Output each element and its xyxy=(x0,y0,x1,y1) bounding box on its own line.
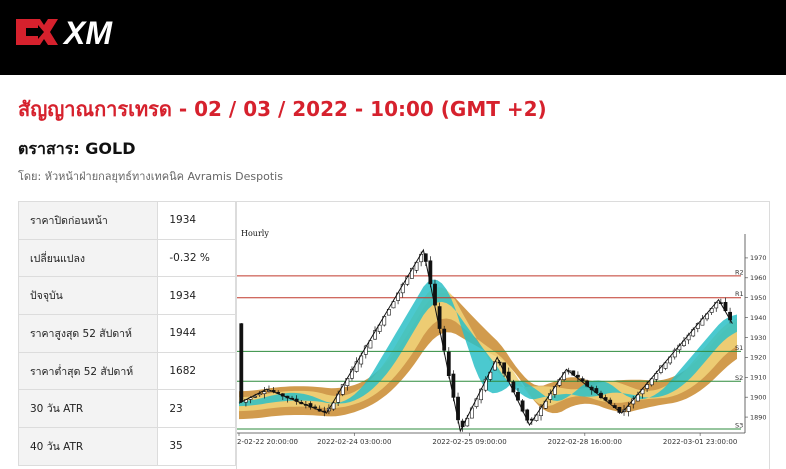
x-tick-label: 2-02-22 20:00:00 xyxy=(237,438,298,446)
level-label-r2: R2 xyxy=(735,268,744,276)
candle-body xyxy=(626,406,631,412)
level-label-s2: S2 xyxy=(735,374,743,382)
stats-table: ราคาปิดก่อนหน้า 1934 เปลี่ยนแปลง -0.32 % ป… xyxy=(17,201,236,466)
xm-logo[interactable]: XM xyxy=(14,15,134,49)
x-axis: 2-02-22 20:00:00 2022-02-24 03:00:00 2022-… xyxy=(237,432,745,446)
stat-value: 1682 xyxy=(157,351,236,391)
candle-body xyxy=(257,393,262,396)
level-label-r1: R1 xyxy=(735,290,744,298)
stat-label: ราคาต่ำสุด 52 สัปดาห์ xyxy=(17,351,159,391)
candle-body xyxy=(377,324,382,332)
stat-value: 35 xyxy=(157,427,236,466)
y-tick-label: 1910 xyxy=(750,374,767,382)
candle-body xyxy=(483,378,488,391)
x-tick-label: 2022-02-25 09:00:00 xyxy=(432,438,506,446)
candle-body xyxy=(663,362,668,369)
page-title: สัญญาณการเทรด - 02 / 03 / 2022 - 10:00 (… xyxy=(18,97,547,121)
brand-header: XM xyxy=(0,0,786,75)
candle-body xyxy=(262,391,267,394)
table-row: ราคาสูงสุด 52 สัปดาห์ 1944 xyxy=(17,314,236,353)
candle-body xyxy=(253,395,258,398)
stat-value: 1934 xyxy=(157,276,236,316)
y-tick-label: 1930 xyxy=(750,334,767,342)
candle-body xyxy=(239,323,244,403)
candle-body xyxy=(391,301,396,309)
middle-band xyxy=(239,287,737,412)
y-tick-label: 1900 xyxy=(750,393,767,401)
stat-value: 1944 xyxy=(157,314,236,353)
y-tick-label: 1950 xyxy=(750,294,767,302)
y-tick-label: 1960 xyxy=(750,274,767,282)
y-tick-label: 1890 xyxy=(750,413,767,421)
zigzag-line xyxy=(238,248,733,433)
level-lines: R2 R1 S1 S2 S3 xyxy=(237,268,744,430)
price-chart[interactable]: Hourly R2 R1 S1 S2 S3 1890 1900 1910 1920 1930 19… xyxy=(236,201,770,469)
candle-body xyxy=(331,402,336,410)
stat-label: ราคาปิดก่อนหน้า xyxy=(17,201,159,240)
stat-label: 40 วัน ATR xyxy=(17,427,159,466)
stat-value: 23 xyxy=(157,389,236,429)
table-row: ราคาต่ำสุด 52 สัปดาห์ 1682 xyxy=(17,351,236,391)
y-axis: 1890 1900 1910 1920 1930 1940 1950 1960 1970 xyxy=(744,234,767,433)
candle-body xyxy=(580,378,585,382)
candle-body xyxy=(410,267,414,279)
stat-label: เปลี่ยนแปลง xyxy=(17,238,159,278)
table-row: 30 วัน ATR 23 xyxy=(17,389,236,429)
chart-timeframe-label: Hourly xyxy=(241,229,269,238)
table-row: เปลี่ยนแปลง -0.32 % xyxy=(17,238,236,278)
author-line: โดย: หัวหน้าฝ่ายกลยุทธ์ทางเทคนิค Avramis… xyxy=(18,170,283,183)
instrument-heading: ตราสาร: GOLD xyxy=(18,139,136,158)
x-tick-label: 2022-02-24 03:00:00 xyxy=(317,438,391,446)
cloud-bands xyxy=(239,279,737,420)
stat-label: ปัจจุบัน xyxy=(17,276,159,316)
candle-body xyxy=(645,384,649,389)
stat-label: 30 วัน ATR xyxy=(17,389,159,429)
candle-body xyxy=(359,355,364,365)
level-label-s1: S1 xyxy=(735,344,743,352)
candle-body xyxy=(386,309,391,316)
stat-label: ราคาสูงสุด 52 สัปดาห์ xyxy=(17,314,159,353)
table-row: 40 วัน ATR 35 xyxy=(17,427,236,466)
zigzag-path xyxy=(238,248,733,433)
stat-value: 1934 xyxy=(157,201,236,240)
candle-body xyxy=(368,340,373,349)
table-row: ปัจจุบัน 1934 xyxy=(17,276,236,316)
candle-body xyxy=(576,374,580,378)
x-tick-label: 2022-03-01 23:00:00 xyxy=(663,438,737,446)
table-row: ราคาปิดก่อนหน้า 1934 xyxy=(17,201,236,240)
stat-value: -0.32 % xyxy=(157,238,236,278)
y-tick-label: 1940 xyxy=(750,314,767,322)
svg-text:XM: XM xyxy=(62,15,113,49)
chart-svg: Hourly R2 R1 S1 S2 S3 1890 1900 1910 1920 1930 19… xyxy=(237,229,767,446)
y-tick-label: 1970 xyxy=(750,254,767,262)
y-tick-label: 1920 xyxy=(750,354,767,362)
level-label-s3: S3 xyxy=(735,422,743,430)
x-tick-label: 2022-02-28 16:00:00 xyxy=(548,438,622,446)
